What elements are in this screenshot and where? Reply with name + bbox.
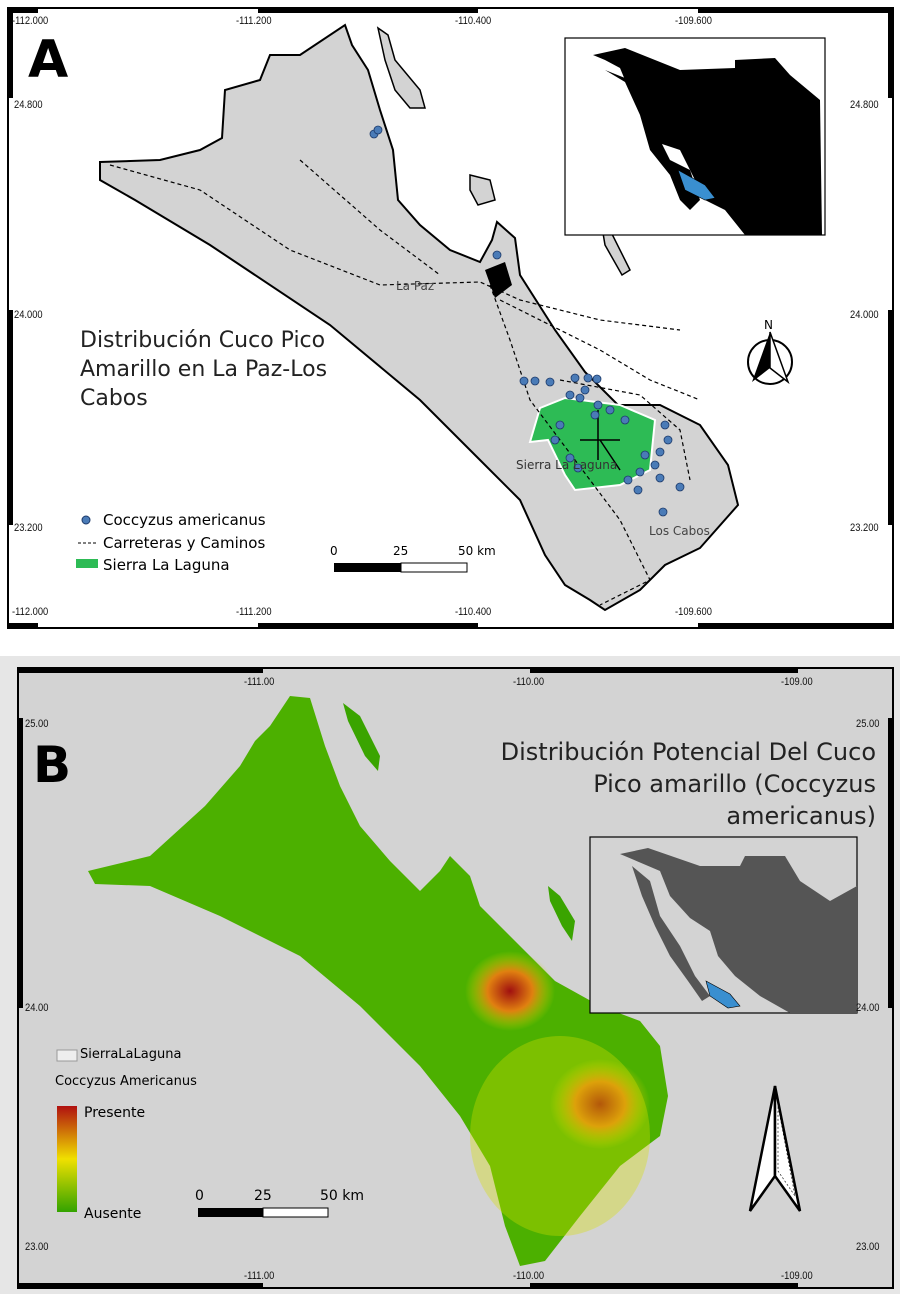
title-line: americanus) xyxy=(726,802,876,830)
lon-tick: -109.00 xyxy=(781,1270,813,1282)
map-title-a: Distribución Cuco Pico Amarillo en La Pa… xyxy=(80,326,327,413)
lon-tick: -111.200 xyxy=(236,606,272,618)
lat-tick: 23.200 xyxy=(14,522,43,534)
legend-sierra-label: SierraLaLaguna xyxy=(80,1047,182,1062)
place-los-cabos: Los Cabos xyxy=(649,524,710,538)
north-arrow-icon xyxy=(748,1085,802,1212)
suitability-moderate xyxy=(470,1036,650,1236)
lat-tick: 24.000 xyxy=(14,309,43,321)
panel-b-canvas xyxy=(17,667,894,1289)
lat-tick: 24.000 xyxy=(850,309,879,321)
roads-solid xyxy=(580,410,621,471)
suitability-hotspot xyxy=(465,951,555,1031)
legend-item-roads: Carreteras y Caminos xyxy=(103,534,266,552)
place-sierra-la-laguna: Sierra La Laguna xyxy=(516,458,618,472)
lat-tick: 25.00 xyxy=(25,718,49,730)
lon-tick: -109.00 xyxy=(781,676,813,688)
legend-a-symbols xyxy=(76,515,98,568)
scale-label: 25 xyxy=(254,1188,272,1204)
lon-tick: -111.00 xyxy=(244,1270,275,1282)
island-b2 xyxy=(548,886,575,941)
occurrence-points xyxy=(369,125,685,517)
lon-tick: -110.400 xyxy=(455,606,492,618)
lat-tick: 24.00 xyxy=(856,1002,880,1014)
lon-tick: -110.00 xyxy=(513,676,545,688)
lat-tick: 23.00 xyxy=(856,1241,880,1253)
scale-label: 0 xyxy=(330,544,338,558)
title-line: Pico amarillo (Coccyzus xyxy=(593,770,876,798)
inset-map-mexico-b xyxy=(589,836,858,1014)
scale-label: 50 km xyxy=(458,544,496,558)
panel-a-canvas xyxy=(7,7,894,629)
panel-b-map: B -111.00 -110.00 -109.00 -111.00 -110.0… xyxy=(0,656,900,1294)
inset-map-mexico xyxy=(564,37,826,236)
lon-tick: -110.400 xyxy=(455,15,492,27)
lon-tick: -112.000 xyxy=(12,15,49,27)
lon-tick: -109.600 xyxy=(675,15,712,27)
legend-sierra-swatch xyxy=(56,1049,78,1062)
map-title-b: Distribución Potencial Del Cuco Pico ama… xyxy=(501,736,876,832)
suitability-hotspot xyxy=(550,1059,650,1149)
la-paz-urban xyxy=(485,262,512,298)
frame-graticule-bar xyxy=(18,668,893,1288)
lat-tick: 23.200 xyxy=(850,522,879,534)
scale-label: 50 km xyxy=(320,1188,365,1204)
panel-a-map: A -112.000 -111.200 -110.400 -109.600 -1… xyxy=(0,0,900,634)
scale-label: 0 xyxy=(195,1188,204,1204)
lat-tick: 24.800 xyxy=(850,99,879,111)
island-b xyxy=(343,703,380,771)
scale-label: 25 xyxy=(393,544,409,558)
roads xyxy=(109,159,701,606)
title-line: Cabos xyxy=(80,386,148,411)
north-arrow-icon xyxy=(747,331,793,385)
lat-tick: 25.00 xyxy=(856,718,880,730)
lon-tick: -110.00 xyxy=(513,1270,545,1282)
scale-bar-b xyxy=(198,1207,329,1218)
title-line: Distribución Cuco Pico xyxy=(80,328,326,353)
legend-low-label: Ausente xyxy=(84,1206,142,1222)
island-espiritu xyxy=(376,26,426,109)
legend-raster-title: Coccyzus Americanus xyxy=(55,1074,197,1089)
lon-tick: -111.00 xyxy=(244,676,275,688)
frame-graticule-bar xyxy=(8,8,893,628)
title-line: Amarillo en La Paz-Los xyxy=(80,357,328,382)
predicted-distribution-land xyxy=(88,696,668,1266)
legend-gradient-ramp xyxy=(57,1106,77,1212)
scale-bar-a xyxy=(334,562,468,573)
legend-item-sierra: Sierra La Laguna xyxy=(103,556,230,574)
lat-tick: 24.00 xyxy=(25,1002,49,1014)
lat-tick: 23.00 xyxy=(25,1241,49,1253)
panel-letter-b: B xyxy=(33,736,72,794)
place-la-paz: La Paz xyxy=(396,279,435,293)
legend-item-points: Coccyzus americanus xyxy=(103,511,266,529)
lon-tick: -112.000 xyxy=(12,606,49,618)
legend-high-label: Presente xyxy=(84,1105,146,1121)
lat-tick: 24.800 xyxy=(14,99,43,111)
north-label: N xyxy=(764,318,773,332)
lon-tick: -109.600 xyxy=(675,606,712,618)
title-line: Distribución Potencial Del Cuco xyxy=(500,738,876,766)
island-small xyxy=(469,174,496,206)
panel-letter-a: A xyxy=(28,30,69,90)
lon-tick: -111.200 xyxy=(236,15,272,27)
